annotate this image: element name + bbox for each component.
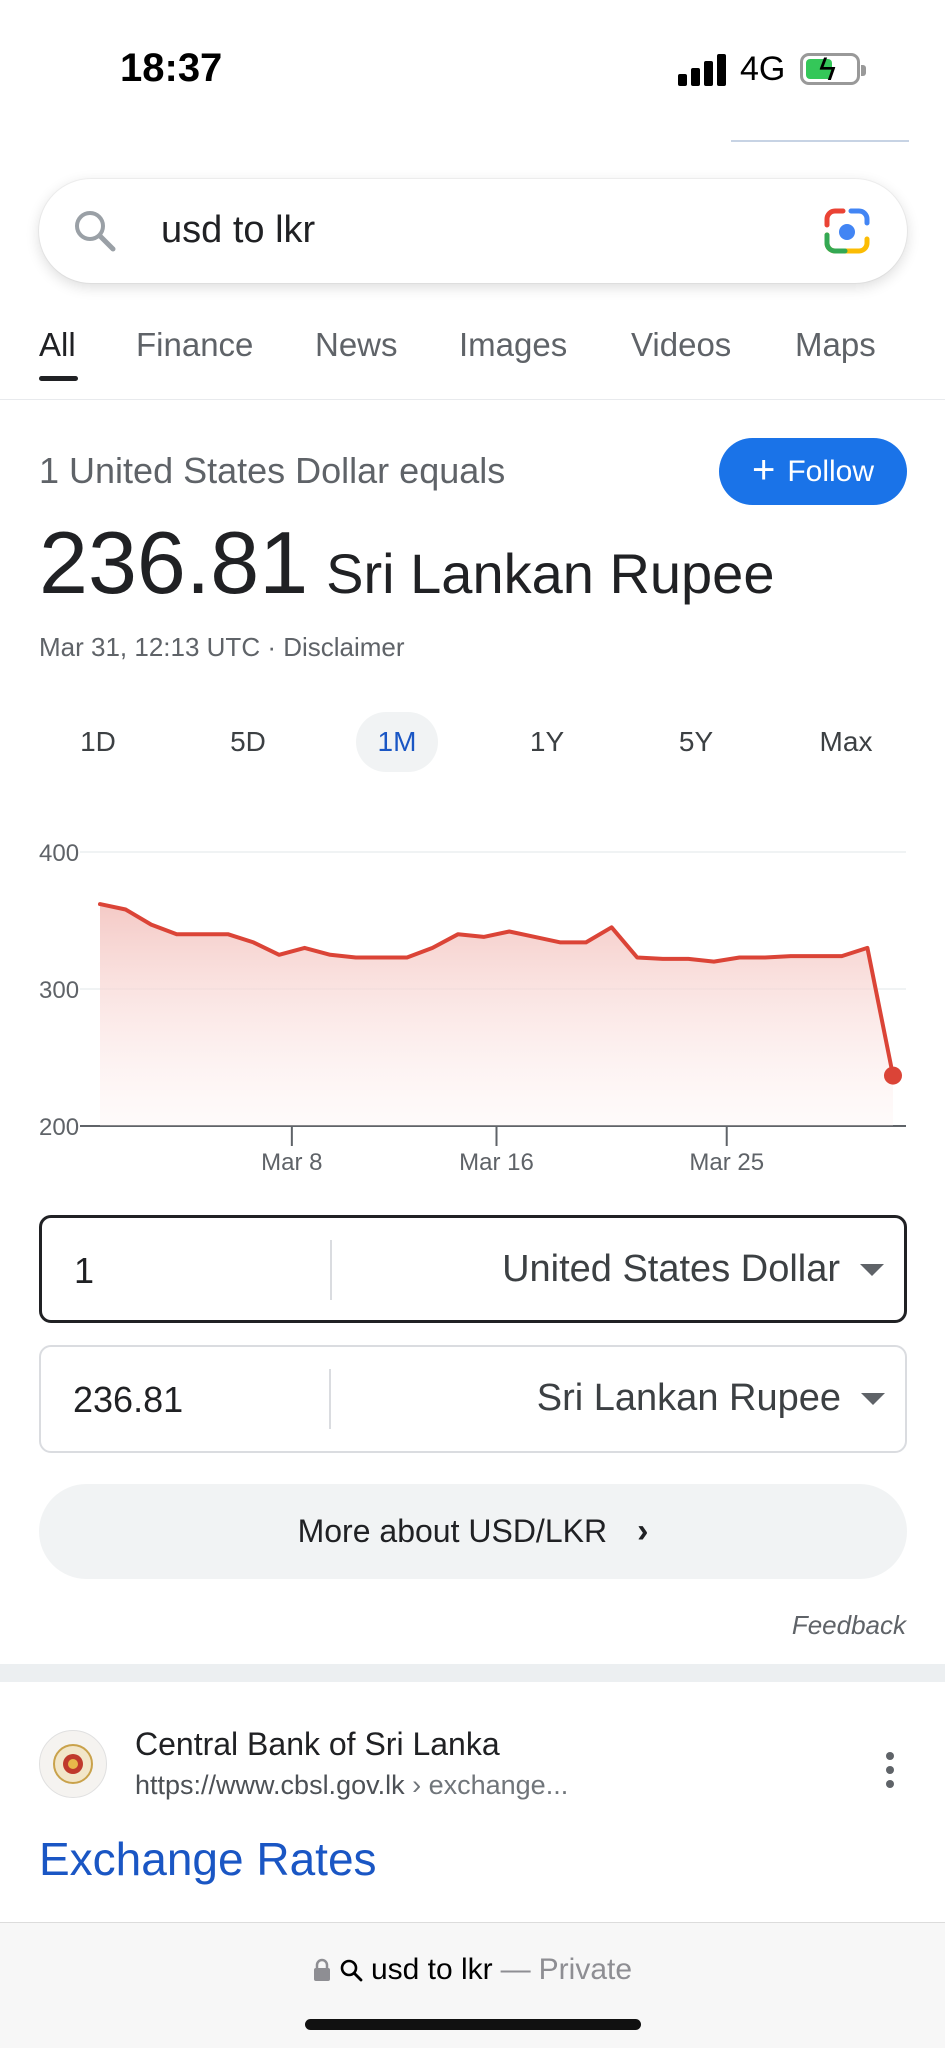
chart-area-fill — [100, 904, 893, 1126]
site-favicon[interactable] — [39, 1730, 107, 1798]
result-title-link[interactable]: Exchange Rates — [39, 1833, 377, 1885]
divider — [330, 1240, 332, 1300]
status-time: 18:37 — [120, 46, 223, 90]
lock-icon — [313, 1958, 330, 1981]
tab-images[interactable]: Images — [459, 326, 568, 363]
chart-y-tick-label: 400 — [39, 840, 79, 867]
search-input[interactable]: usd to lkr — [161, 209, 316, 251]
network-type: 4G — [740, 50, 786, 88]
tab-maps[interactable]: Maps — [795, 326, 876, 363]
tab-news[interactable]: News — [315, 326, 398, 363]
browser-bottom-bar: usd to lkr — Private — [0, 1922, 945, 2048]
feedback-link[interactable]: Feedback — [791, 1610, 906, 1640]
range-1y[interactable]: 1Y — [529, 726, 565, 757]
range-1m[interactable]: 1M — [356, 712, 438, 772]
cellular-signal-icon — [678, 54, 726, 86]
tab-finance[interactable]: Finance — [136, 326, 254, 363]
chart-x-tick-label: Mar 16 — [459, 1149, 534, 1170]
search-icon[interactable] — [71, 207, 119, 255]
result-url-domain: https://www.cbsl.gov.lk — [135, 1770, 405, 1800]
from-amount-input[interactable]: 1 — [74, 1250, 95, 1291]
more-options-icon[interactable] — [884, 1752, 896, 1788]
to-currency-select[interactable]: Sri Lankan Rupee — [536, 1377, 841, 1419]
address-separator: — — [500, 1953, 531, 1986]
search-icon — [340, 1959, 363, 1982]
chart-y-tick-label: 300 — [39, 977, 79, 1004]
address-bar[interactable]: usd to lkr — Private — [0, 1953, 945, 1987]
more-about-label: More about USD/LKR — [297, 1513, 608, 1549]
follow-label: Follow — [787, 454, 875, 488]
google-lens-icon[interactable] — [821, 205, 873, 257]
range-max[interactable]: Max — [819, 726, 873, 757]
home-indicator[interactable] — [305, 2019, 641, 2030]
chart-current-point — [884, 1066, 902, 1085]
tab-videos[interactable]: Videos — [631, 326, 732, 363]
chart-series-line — [98, 902, 895, 1078]
result-url-breadcrumb: › exchange... — [412, 1770, 569, 1800]
battery-charging-icon: ϟ — [800, 51, 866, 87]
from-converter: 1 United States Dollar — [39, 1215, 907, 1323]
status-bar: 18:37 4G ϟ — [0, 0, 945, 130]
address-query: usd to lkr — [370, 1953, 493, 1986]
follow-button[interactable]: + Follow — [719, 438, 907, 505]
chart-x-tick-label: Mar 8 — [261, 1149, 322, 1170]
more-about-button[interactable]: More about USD/LKR › — [39, 1484, 907, 1579]
divider — [329, 1369, 331, 1429]
plus-icon: + — [751, 447, 776, 492]
from-currency-select[interactable]: United States Dollar — [502, 1248, 840, 1290]
chart-x-tick-label: Mar 25 — [689, 1149, 764, 1170]
rate-value: 236.81 — [39, 513, 309, 612]
result-site-name[interactable]: Central Bank of Sri Lanka — [135, 1726, 500, 1762]
exchange-rate: 236.81 Sri Lankan Rupee — [39, 512, 774, 614]
equals-label: 1 United States Dollar equals — [39, 450, 506, 491]
range-5d[interactable]: 5D — [230, 726, 266, 757]
rate-currency: Sri Lankan Rupee — [326, 542, 775, 605]
section-separator — [0, 1664, 945, 1682]
search-box[interactable]: usd to lkr — [39, 179, 907, 283]
chart-y-tick-label: 200 — [39, 1114, 79, 1141]
result-url[interactable]: https://www.cbsl.gov.lk › exchange... — [135, 1770, 568, 1801]
chevron-right-icon: › — [637, 1512, 649, 1550]
to-amount-input[interactable]: 236.81 — [73, 1379, 184, 1420]
tab-all[interactable]: All — [39, 326, 76, 363]
search-tabs: All Finance News Images Videos Maps — [0, 320, 945, 400]
exchange-rate-chart[interactable]: 400 300 200 Mar 8 Mar 16 Mar 25 — [0, 830, 945, 1170]
private-label: Private — [538, 1953, 633, 1986]
divider — [731, 140, 909, 142]
chevron-down-icon[interactable] — [861, 1393, 885, 1405]
range-1d[interactable]: 1D — [80, 726, 116, 757]
range-selector: 1D 5D 1M 1Y 5Y Max — [39, 712, 907, 774]
rate-timestamp: Mar 31, 12:13 UTC · Disclaimer — [39, 632, 405, 662]
chevron-down-icon[interactable] — [860, 1264, 884, 1276]
range-5y[interactable]: 5Y — [678, 726, 714, 757]
active-tab-indicator — [39, 376, 78, 381]
cbsl-seal-icon — [53, 1744, 93, 1784]
to-converter: 236.81 Sri Lankan Rupee — [39, 1345, 907, 1453]
